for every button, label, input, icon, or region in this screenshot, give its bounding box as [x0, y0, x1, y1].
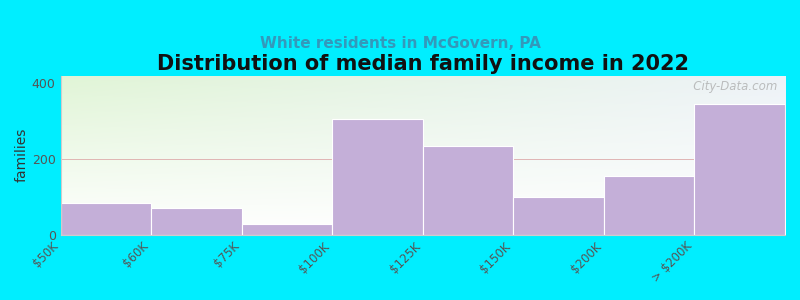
Bar	[332, 119, 422, 235]
Bar	[694, 104, 785, 235]
Bar	[151, 208, 242, 235]
Title: Distribution of median family income in 2022: Distribution of median family income in …	[157, 54, 689, 74]
Bar	[604, 176, 694, 235]
Bar	[422, 146, 514, 235]
Bar	[242, 224, 332, 235]
Text: White residents in McGovern, PA: White residents in McGovern, PA	[259, 36, 541, 51]
Bar	[61, 202, 151, 235]
Text: City-Data.com: City-Data.com	[682, 80, 778, 93]
Bar	[514, 197, 604, 235]
Y-axis label: families: families	[15, 128, 29, 182]
